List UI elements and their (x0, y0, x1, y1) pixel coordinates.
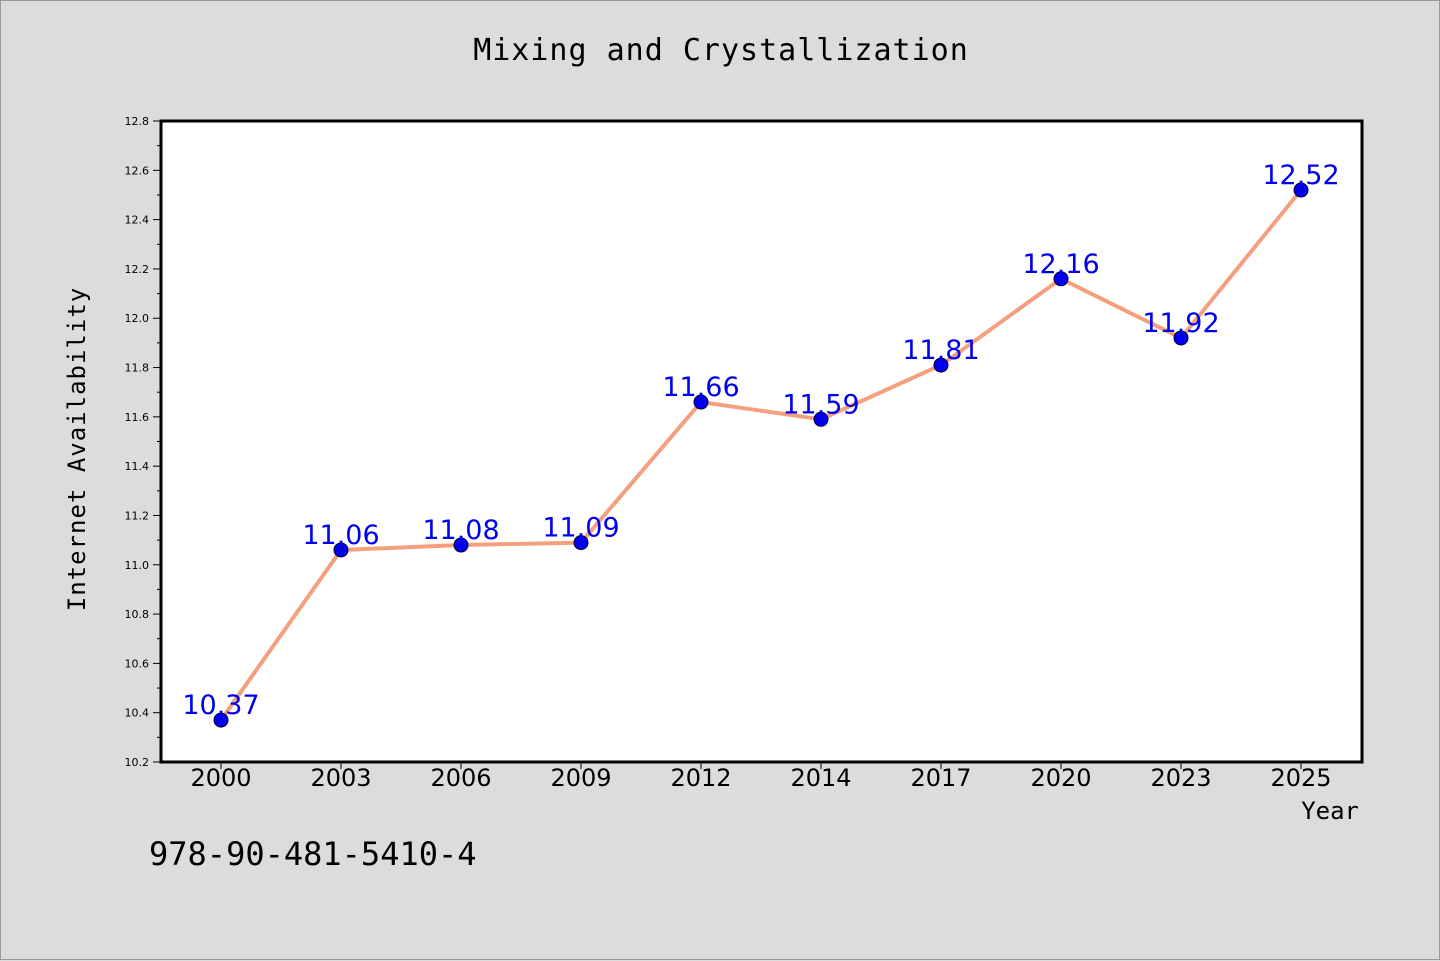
data-label: 10.37 (182, 690, 259, 721)
y-tick-label: 12.8 (125, 115, 150, 128)
y-tick-label: 12.2 (125, 263, 150, 276)
data-point (933, 357, 949, 373)
x-tick-label: 2012 (670, 764, 731, 792)
x-axis-label: Year (1301, 797, 1359, 825)
plot-frame (159, 119, 1364, 764)
data-point (693, 394, 709, 410)
data-label: 12.16 (1022, 249, 1099, 280)
series-line (219, 188, 1303, 723)
y-tick-label: 12.0 (125, 312, 150, 325)
data-point (453, 537, 469, 553)
y-tick-label: 12.4 (125, 214, 150, 227)
y-tick-label: 11.4 (125, 460, 150, 473)
isbn-text: 978-90-481-5410-4 (149, 835, 477, 873)
chart-title: Mixing and Crystallization (473, 33, 969, 68)
data-label: 11.92 (1142, 308, 1219, 339)
x-tick-label: 2025 (1270, 764, 1331, 792)
x-tick-label: 2017 (910, 764, 971, 792)
x-tick-label: 2014 (790, 764, 851, 792)
data-label: 11.08 (422, 515, 499, 546)
plot-background (161, 121, 1362, 762)
data-label: 11.59 (782, 389, 859, 420)
y-tick-label: 10.6 (125, 657, 150, 670)
x-tick-label: 2003 (310, 764, 371, 792)
data-point (1293, 182, 1309, 198)
data-point (213, 712, 229, 728)
y-tick-label: 11.6 (125, 411, 150, 424)
x-tick-label: 2023 (1150, 764, 1211, 792)
data-label: 11.81 (902, 335, 979, 366)
y-tick-label: 11.8 (125, 362, 150, 375)
y-tick-label: 10.2 (125, 756, 150, 769)
data-label: 11.09 (542, 513, 619, 544)
x-tick-label: 2020 (1030, 764, 1091, 792)
data-point (333, 542, 349, 558)
data-point (1053, 271, 1069, 287)
data-point (1173, 330, 1189, 346)
data-label: 12.52 (1262, 160, 1339, 191)
data-label: 11.66 (662, 372, 739, 403)
y-tick-label: 11.2 (125, 509, 150, 522)
x-tick-label: 2006 (430, 764, 491, 792)
x-tick-label: 2000 (190, 764, 251, 792)
y-tick-label: 10.8 (125, 608, 150, 621)
x-tick-label: 2009 (550, 764, 611, 792)
y-tick-label: 10.4 (125, 707, 150, 720)
y-tick-label: 12.6 (125, 164, 150, 177)
data-point (573, 535, 589, 551)
data-point (813, 411, 829, 427)
y-tick-label: 11.0 (125, 559, 150, 572)
data-label: 11.06 (302, 520, 379, 551)
